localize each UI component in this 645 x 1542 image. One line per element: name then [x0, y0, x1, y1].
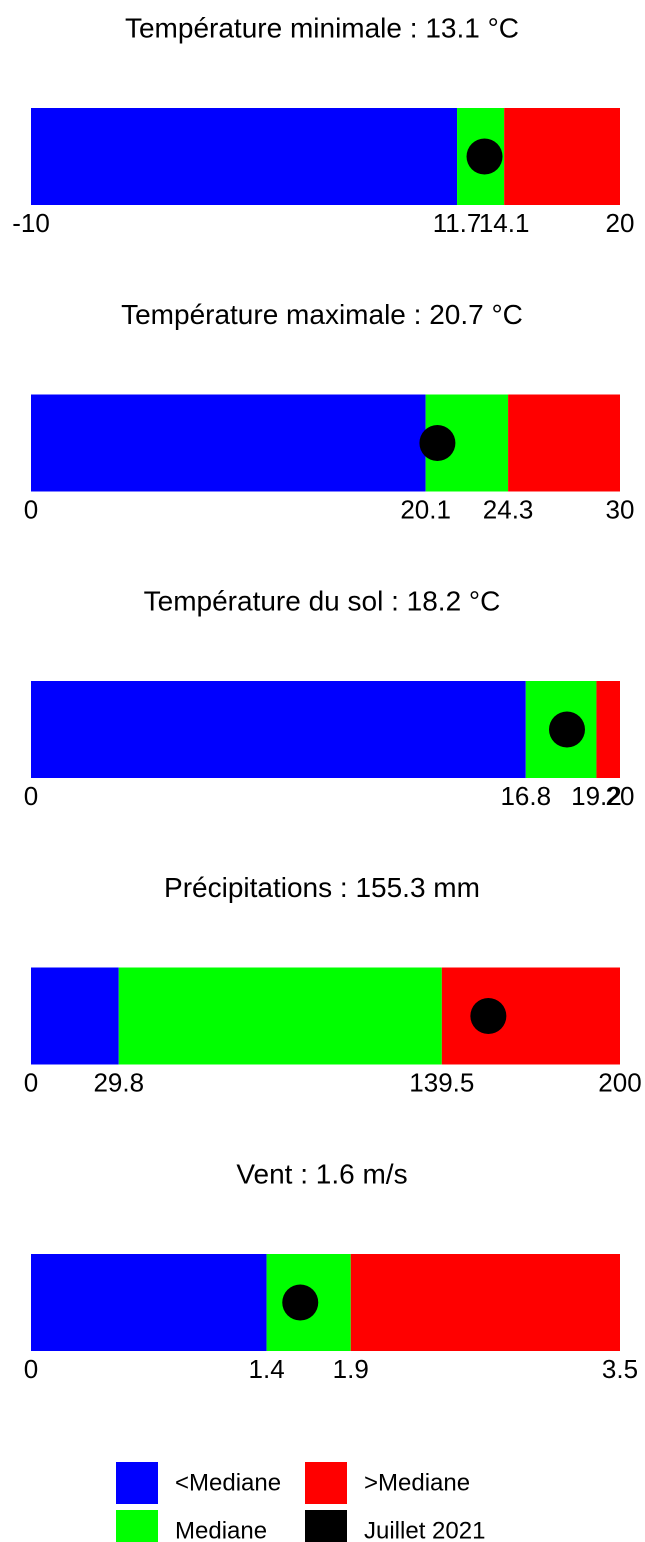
x-tick-label: 24.3: [483, 494, 534, 524]
x-tick-label: 0: [24, 494, 38, 524]
legend-swatch: [305, 1462, 347, 1504]
x-tick-label: 3.5: [602, 1354, 638, 1384]
legend-swatch: [116, 1510, 158, 1542]
x-tick-label: 11.7: [433, 208, 482, 238]
low-segment: [31, 1254, 267, 1351]
x-tick-label: 29.8: [93, 1067, 144, 1097]
x-tick-label: -10: [12, 208, 50, 238]
high-segment: [441, 967, 620, 1065]
value-dot: [548, 711, 585, 748]
x-tick-label: 0: [24, 1354, 38, 1384]
median-segment: [118, 967, 442, 1065]
x-tick-label: 14.1: [479, 208, 530, 238]
x-tick-label: 16.8: [500, 781, 551, 811]
x-tick-label: 1.9: [333, 1354, 369, 1384]
x-tick-label: 20: [606, 208, 635, 238]
high-segment: [504, 108, 620, 205]
legend-label: Mediane: [175, 1517, 267, 1542]
value-dot: [470, 998, 507, 1034]
high-segment: [350, 1254, 620, 1351]
legend-label: >Mediane: [364, 1469, 470, 1496]
panel-title: Température maximale : 20.7 °C: [121, 299, 523, 330]
high-segment: [508, 394, 620, 492]
low-segment: [31, 681, 526, 778]
x-tick-label: 0: [24, 781, 38, 811]
value-dot: [419, 425, 456, 461]
x-tick-label: 20.1: [400, 494, 451, 524]
legend-label: <Mediane: [175, 1469, 281, 1496]
x-tick-label: 30: [606, 494, 635, 524]
value-dot: [282, 1284, 319, 1321]
low-segment: [31, 394, 426, 492]
legend-swatch: [116, 1462, 158, 1504]
panel-title: Température minimale : 13.1 °C: [125, 12, 519, 43]
panel-title: Précipitations : 155.3 mm: [164, 872, 480, 903]
panel-title: Vent : 1.6 m/s: [236, 1158, 407, 1189]
legend-swatch: [305, 1510, 347, 1542]
value-dot: [466, 138, 503, 175]
x-tick-label: 20: [606, 781, 635, 811]
x-tick-label: 19.2: [571, 781, 622, 811]
x-tick-label: 1.4: [249, 1354, 285, 1384]
low-segment: [31, 967, 119, 1065]
x-tick-label: 200: [598, 1067, 641, 1097]
panel-title: Température du sol : 18.2 °C: [144, 585, 501, 616]
legend-label: Juillet 2021: [364, 1517, 485, 1542]
x-tick-label: 139.5: [409, 1067, 474, 1097]
high-segment: [596, 681, 620, 778]
low-segment: [31, 108, 458, 205]
x-tick-label: 0: [24, 1067, 38, 1097]
